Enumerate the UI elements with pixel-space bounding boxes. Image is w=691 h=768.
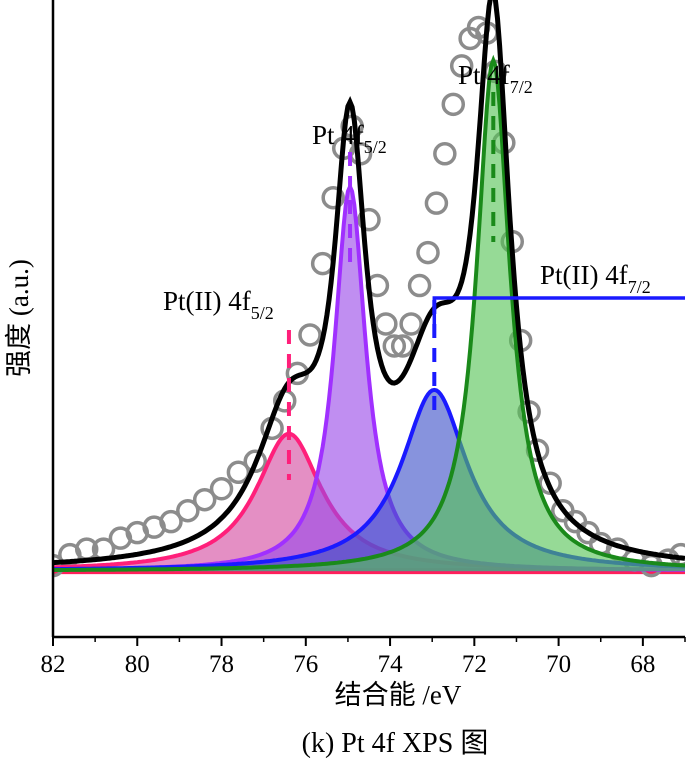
raw-data-point [433,142,457,166]
x-tick-label: 74 [378,651,404,678]
x-tick-label: 78 [209,651,234,678]
y-axis-title: 强度 (a.u.) [4,259,34,377]
x-tick-label: 82 [41,651,66,678]
raw-data-point [374,312,398,336]
x-tick-label: 68 [630,651,655,678]
peak-line-71.55 [53,54,685,572]
peak-fill-74.95 [53,186,685,572]
raw-data-point [399,312,423,336]
plot-area [53,0,685,578]
annotations: Pt(II) 4f5/2 Pt 4f5/2 Pt 4f7/2 Pt(II) 4f7/2 [163,60,685,330]
x-axis-title: 结合能 /eV [335,680,462,710]
raw-data-point [357,207,381,232]
figure-caption: (k) Pt 4f XPS 图 [302,728,489,759]
peak-label-3: Pt(II) 4f7/2 [540,260,651,297]
raw-data-point [390,334,415,358]
raw-data-point [298,323,322,347]
peak-label-1: Pt 4f5/2 [312,120,387,157]
raw-data-point [449,54,474,78]
pt2-4f72-leader [432,296,685,330]
raw-data-point [416,240,440,265]
peak-fill-72.95 [53,389,685,572]
envelope-line [53,0,685,566]
raw-data-point [407,273,432,298]
raw-data-point [382,334,407,358]
raw-data-point [159,509,183,534]
raw-data-point [441,92,466,117]
raw-data-point [176,498,200,523]
raw-data-point [209,476,234,501]
raw-data-point [243,449,267,474]
raw-data-point [424,191,449,215]
raw-data-point [192,487,217,512]
x-tick-label: 70 [546,651,571,678]
peak-label-2: Pt 4f7/2 [458,60,533,97]
x-tick-label: 72 [462,651,487,678]
peak-label-0: Pt(II) 4f5/2 [163,286,274,323]
axes: 82 80 78 76 74 72 70 68 [41,0,686,678]
raw-data-point [310,251,335,276]
x-tick-label: 76 [293,651,318,678]
raw-data-point [226,460,251,485]
raw-data-point [321,185,345,210]
x-tick-label: 80 [125,651,150,678]
